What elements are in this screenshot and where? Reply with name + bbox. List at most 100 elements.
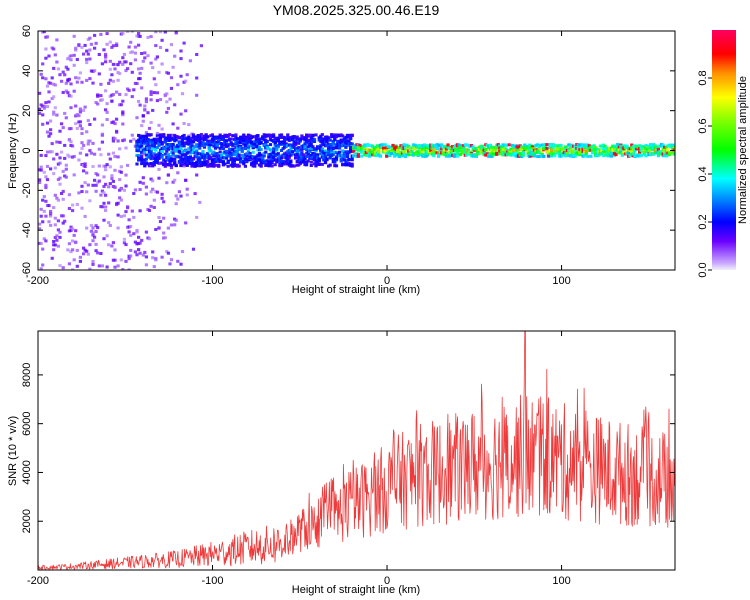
spectrogram-cell bbox=[561, 146, 565, 150]
spectrogram-cell bbox=[672, 148, 675, 152]
spectrogram-cell bbox=[45, 178, 50, 182]
spectrogram-cell bbox=[184, 149, 188, 153]
spectrogram-cell bbox=[93, 178, 97, 182]
spectrogram-cell bbox=[94, 189, 98, 193]
spectrogram-cell bbox=[89, 42, 93, 46]
spectrogram-cell bbox=[339, 159, 343, 163]
spectrogram-cell bbox=[41, 198, 45, 202]
spectrogram-cell bbox=[121, 110, 125, 114]
spectrogram-cell bbox=[630, 143, 634, 147]
spectrogram-cell bbox=[316, 153, 320, 157]
spectrogram-cell bbox=[55, 152, 59, 156]
spectrogram-cell bbox=[137, 147, 141, 151]
spectrogram-cell bbox=[185, 73, 189, 77]
spectrogram-xlabel: Height of straight line (km) bbox=[292, 284, 420, 296]
spectrogram-cell bbox=[61, 169, 65, 173]
spectrogram-cell bbox=[639, 153, 643, 157]
spectrogram-cell bbox=[251, 135, 255, 139]
spectrogram-cell bbox=[55, 140, 59, 144]
spectrogram-cell bbox=[39, 72, 43, 76]
spectrogram-cell bbox=[268, 162, 273, 166]
spectrogram-cell bbox=[86, 38, 90, 41]
spectrogram-cell bbox=[135, 162, 139, 166]
spectrogram-cell bbox=[47, 204, 51, 208]
spectrogram-cell bbox=[133, 51, 137, 55]
spectrogram-cell bbox=[50, 76, 54, 80]
spectrogram-cell bbox=[100, 132, 104, 136]
spectrogram-cell bbox=[78, 259, 82, 263]
spectrogram-cell bbox=[158, 136, 163, 139]
spectrogram-cell bbox=[242, 139, 246, 143]
spectrogram-cell bbox=[88, 57, 92, 61]
spectrogram-cell bbox=[152, 206, 156, 209]
spectrogram-cell bbox=[88, 267, 92, 270]
spectrogram-cell bbox=[165, 181, 169, 185]
spectrogram-cell bbox=[124, 173, 128, 177]
spectrogram-cell bbox=[328, 143, 332, 146]
spectrogram-cell bbox=[195, 173, 199, 177]
spectrogram-xtick-label: 0 bbox=[384, 275, 390, 287]
spectrogram-cell bbox=[118, 147, 122, 151]
spectrogram-cell bbox=[45, 35, 50, 39]
spectrogram-cell bbox=[198, 159, 202, 163]
spectrogram-cell bbox=[110, 174, 114, 178]
spectrogram-cell bbox=[426, 153, 430, 157]
spectrogram-cell bbox=[96, 181, 100, 185]
spectrogram-cell bbox=[207, 154, 211, 158]
spectrogram-cell bbox=[133, 240, 137, 244]
spectrogram-cell bbox=[356, 152, 360, 156]
spectrogram-cell bbox=[155, 55, 159, 59]
spectrogram-cell bbox=[102, 201, 106, 205]
spectrogram-cell bbox=[147, 144, 152, 148]
spectrogram-cell bbox=[102, 191, 106, 195]
spectrogram-cell bbox=[289, 147, 293, 151]
spectrogram-cell bbox=[432, 154, 436, 158]
spectrogram-cell bbox=[206, 164, 210, 168]
spectrogram-cell bbox=[289, 160, 293, 164]
spectrogram-cell bbox=[221, 137, 225, 141]
spectrogram-cell bbox=[286, 133, 290, 137]
spectrogram-cell bbox=[56, 198, 60, 202]
spectrogram-cell bbox=[276, 137, 280, 141]
spectrogram-cell bbox=[91, 183, 95, 187]
snr-ticks: -200 -100 0 100 2000 4000 6000 8000 bbox=[21, 331, 675, 587]
spectrogram-cell bbox=[220, 137, 224, 141]
spectrogram-cell bbox=[132, 137, 136, 141]
spectrogram-cell bbox=[166, 71, 170, 75]
spectrogram-cell bbox=[187, 161, 191, 165]
spectrogram-cell bbox=[165, 147, 169, 151]
spectrogram-cell bbox=[276, 152, 280, 156]
spectrogram-cell bbox=[127, 88, 131, 92]
spectrogram-cell bbox=[360, 154, 364, 158]
spectrogram-cell bbox=[163, 236, 167, 240]
spectrogram-cell bbox=[609, 154, 613, 158]
spectrogram-cell bbox=[405, 146, 409, 150]
spectrogram-cell bbox=[82, 144, 86, 147]
spectrogram-cell bbox=[281, 162, 285, 166]
spectrogram-cell bbox=[100, 123, 104, 127]
spectrogram-cell bbox=[66, 57, 70, 61]
spectrogram-cell bbox=[163, 152, 167, 156]
spectrogram-cell bbox=[116, 63, 120, 67]
spectrogram-cell bbox=[126, 205, 130, 209]
spectrogram-cell bbox=[93, 69, 97, 73]
spectrogram-cell bbox=[105, 102, 109, 106]
spectrogram-cell bbox=[424, 145, 428, 149]
spectrogram-cell bbox=[209, 140, 213, 144]
spectrogram-cell bbox=[99, 32, 103, 36]
spectrogram-cell bbox=[160, 127, 164, 131]
spectrogram-cell bbox=[314, 133, 318, 137]
spectrogram-cell bbox=[228, 147, 232, 151]
spectrogram-cell bbox=[158, 46, 163, 49]
spectrogram-cell bbox=[149, 177, 153, 181]
spectrogram-cell bbox=[466, 148, 470, 152]
spectrogram-cell bbox=[507, 143, 511, 147]
spectrogram-cell bbox=[63, 156, 67, 160]
spectrogram-cell bbox=[341, 149, 345, 153]
spectrogram-cell bbox=[71, 268, 75, 270]
spectrogram-cell bbox=[88, 139, 92, 143]
spectrogram-cell bbox=[99, 82, 103, 86]
spectrogram-cell bbox=[52, 243, 56, 247]
spectrogram-cell bbox=[140, 162, 144, 166]
spectrogram-cell bbox=[458, 144, 463, 147]
